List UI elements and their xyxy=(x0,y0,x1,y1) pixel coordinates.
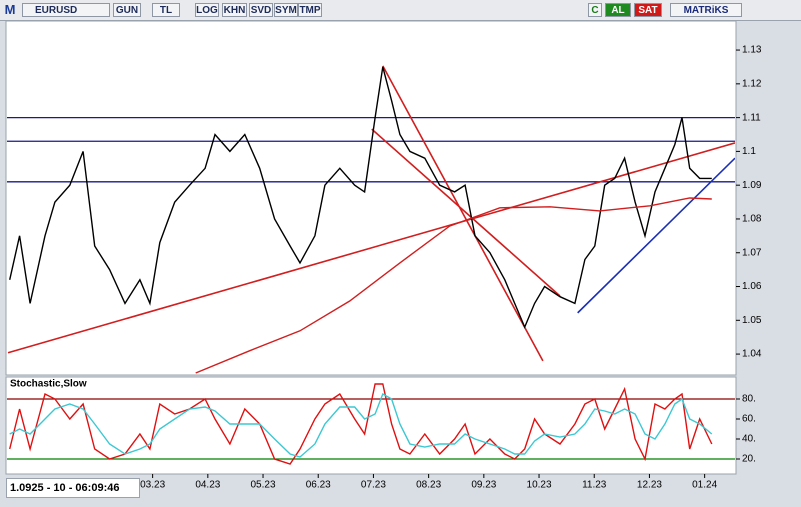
stochastic-panel xyxy=(5,376,737,475)
y-tick-label: 1.04 xyxy=(742,349,762,360)
x-tick-label: 04.23 xyxy=(195,480,220,491)
x-tick-label: 10.23 xyxy=(527,480,552,491)
y-tick-label: 1.06 xyxy=(742,281,762,292)
x-tick-label: 07.23 xyxy=(361,480,386,491)
sell-button[interactable]: SAT xyxy=(634,3,662,17)
x-tick-label: 09.23 xyxy=(471,480,496,491)
toolbar: M EURUSD GUN TL LOG KHN SVD SYM TMP C AL… xyxy=(0,0,801,21)
x-tick-label: 12.23 xyxy=(637,480,662,491)
button[interactable]: GUN xyxy=(113,3,141,17)
x-tick-label: 05.23 xyxy=(251,480,276,491)
y-tick-label: 1.12 xyxy=(742,78,762,89)
chart: Stochastic,Slow 1.04 1.05 1.06 1.07 1.08 1.09… xyxy=(5,21,762,491)
y-tick-label: 60. xyxy=(742,414,756,425)
y-tick-label: 20. xyxy=(742,454,756,465)
y-tick-label: 1.11 xyxy=(742,112,761,123)
button[interactable]: SYM xyxy=(274,3,298,17)
logo[interactable]: M xyxy=(4,2,16,17)
y-tick-label: 80. xyxy=(742,394,756,405)
status: 1.0925 - 10 - 06:09:46 xyxy=(6,478,140,498)
stochastic-plot: Stochastic,Slow xyxy=(7,379,735,465)
panel-title: Stochastic,Slow xyxy=(10,379,87,390)
trend-line xyxy=(371,128,561,297)
y-tick-label: 1.05 xyxy=(742,315,762,326)
y-tick-label: 1.08 xyxy=(742,214,762,225)
x-tick-label: 01.24 xyxy=(692,480,717,491)
brand: MATRiKS xyxy=(670,3,742,17)
button[interactable]: C xyxy=(588,3,602,17)
button[interactable]: TL xyxy=(152,3,180,17)
trend-line xyxy=(577,157,735,314)
x-tick-label: 03.23 xyxy=(140,480,165,491)
series-line xyxy=(9,66,712,329)
button[interactable]: KHN xyxy=(222,3,247,17)
trend-line xyxy=(7,142,735,354)
button[interactable]: TMP xyxy=(298,3,322,17)
button[interactable]: LOG xyxy=(195,3,219,17)
y-tick-label: 1.13 xyxy=(742,45,762,56)
x-tick-label: 06.23 xyxy=(306,480,331,491)
trend-line xyxy=(382,65,544,362)
y-tick-label: 1.1 xyxy=(742,146,756,157)
symbol-box[interactable]: EURUSD xyxy=(22,3,110,17)
series-line xyxy=(9,383,713,465)
series-line xyxy=(9,392,713,458)
x-tick-label: 08.23 xyxy=(416,480,441,491)
y-tick-label: 1.07 xyxy=(742,247,762,258)
button[interactable]: SVD xyxy=(249,3,273,17)
y-tick-label: 1.09 xyxy=(742,180,762,191)
price-plot xyxy=(7,65,735,374)
series-line xyxy=(195,197,712,374)
price-panel xyxy=(5,21,737,376)
y-tick-label: 40. xyxy=(742,434,756,445)
axes: 1.04 1.05 1.06 1.07 1.08 1.09 1.1 1.11 1.12 1.13 2… xyxy=(140,45,762,491)
x-tick-label: 11.23 xyxy=(582,480,607,491)
buy-button[interactable]: AL xyxy=(605,3,631,17)
